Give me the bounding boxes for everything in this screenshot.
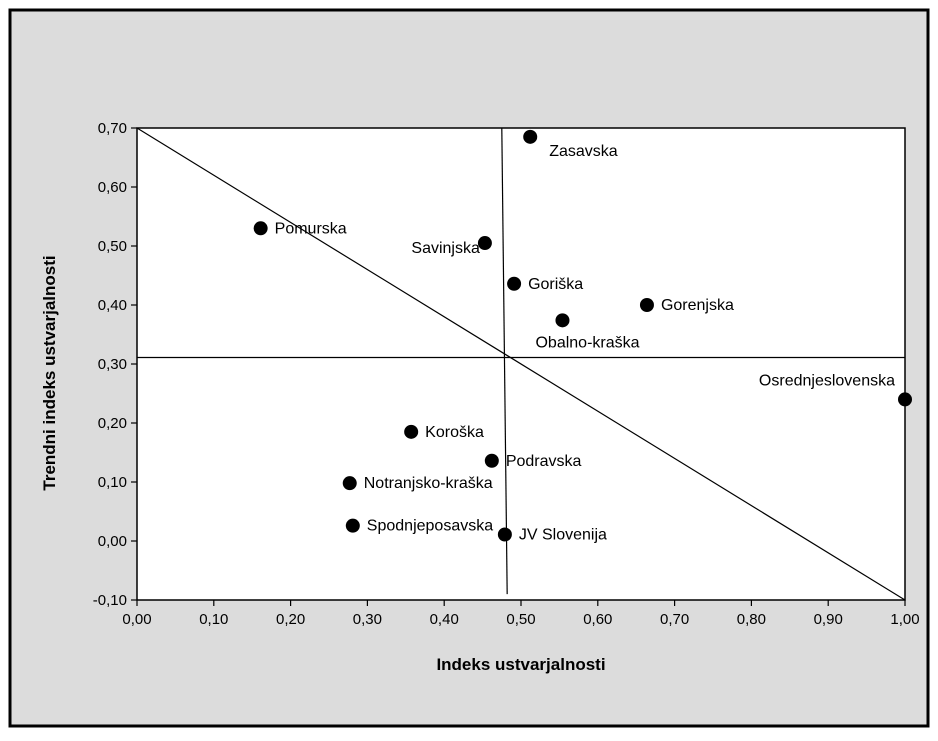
data-point [555,313,570,328]
point-label: Osrednjeslovenska [759,372,895,389]
y-axis-label: Trendni indeks ustvarjalnosti [40,255,59,490]
y-tick-label: 0,20 [98,415,127,432]
x-tick-label: 1,00 [890,611,919,628]
data-point [497,527,512,542]
x-tick-label: 0,80 [737,611,766,628]
point-label: Goriška [528,276,583,293]
y-tick-label: 0,60 [98,179,127,196]
x-tick-label: 0,50 [506,611,535,628]
x-tick-label: 0,00 [122,611,151,628]
point-label: Notranjsko-kraška [364,475,493,492]
x-tick-label: 0,40 [430,611,459,628]
x-tick-label: 0,90 [814,611,843,628]
point-label: Podravska [506,453,582,470]
x-tick-label: 0,30 [353,611,382,628]
x-tick-label: 0,70 [660,611,689,628]
x-axis-label: Indeks ustvarjalnosti [436,655,605,674]
point-label: Gorenjska [661,297,734,314]
reference-lines [136,127,906,601]
data-points: Zasavska Pomurska Savinjska Goriška Gorenjsk… [253,129,912,544]
data-point [898,392,912,407]
x-tick-label: 0,20 [276,611,305,628]
vertical-reference-line [501,127,508,595]
data-point [484,453,499,468]
data-point [523,129,538,144]
x-axis-ticks: 0,00 0,10 0,20 0,30 0,40 0,50 0,60 0,70 0,80 0,90… [122,600,920,628]
x-tick-label: 0,60 [583,611,612,628]
data-point [477,236,492,251]
data-point [345,518,360,533]
x-tick-label: 0,10 [199,611,228,628]
point-label: Obalno-kraška [535,334,639,351]
y-tick-label: 0,40 [98,297,127,314]
y-tick-label: 0,70 [98,120,127,137]
data-point [253,221,268,236]
data-point [404,424,419,439]
data-point [639,298,654,312]
point-label: Savinjska [411,240,480,257]
point-label: Pomurska [275,220,347,237]
point-label: Koroška [425,424,484,441]
y-tick-label: 0,30 [98,356,127,373]
point-label: JV Slovenija [519,527,607,544]
y-tick-label: 0,10 [98,474,127,491]
diagonal-reference-line [136,127,906,601]
data-point [507,276,522,291]
point-label: Zasavska [549,143,618,160]
point-label: Spodnjeposavska [367,518,493,535]
y-axis-ticks: -0,10 0,00 0,10 0,20 0,30 0,40 0,50 0,60 0,70 [93,120,137,609]
y-tick-label: -0,10 [93,592,127,609]
data-point [342,476,357,491]
y-tick-label: 0,00 [98,533,127,550]
y-tick-label: 0,50 [98,238,127,255]
